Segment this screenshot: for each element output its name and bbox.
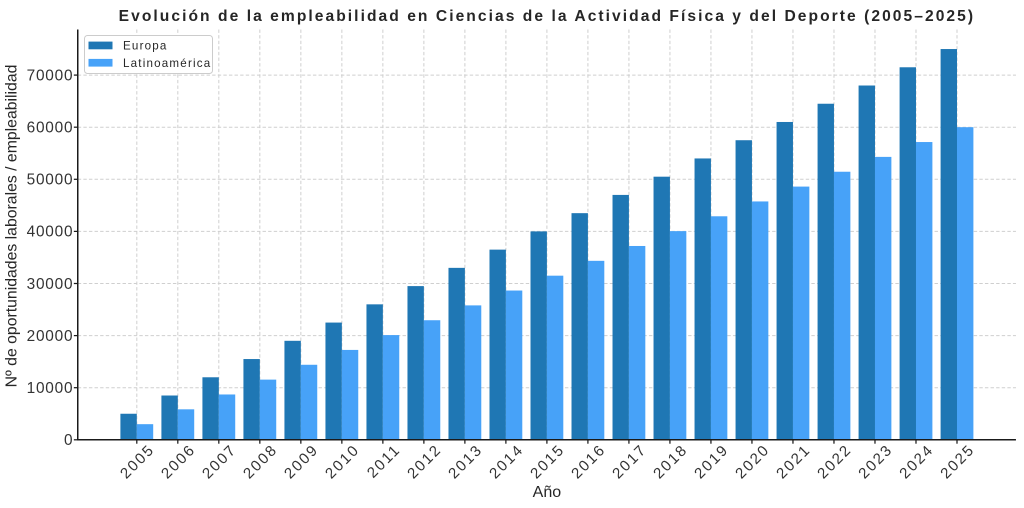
svg-text:50000: 50000 — [27, 172, 74, 189]
svg-text:Evolución de la empleabilidad: Evolución de la empleabilidad en Ciencia… — [119, 8, 975, 25]
svg-text:40000: 40000 — [27, 224, 74, 241]
svg-text:0: 0 — [64, 432, 73, 449]
svg-text:70000: 70000 — [27, 67, 74, 84]
svg-text:Latinoamérica: Latinoamérica — [123, 57, 211, 70]
svg-text:10000: 10000 — [27, 380, 74, 397]
svg-text:30000: 30000 — [27, 276, 74, 293]
svg-text:Año: Año — [533, 484, 562, 501]
svg-text:60000: 60000 — [27, 119, 74, 136]
svg-text:Nº de oportunidades laborales: Nº de oportunidades laborales / empleabi… — [4, 65, 21, 388]
svg-text:Europa: Europa — [123, 39, 168, 52]
svg-text:20000: 20000 — [27, 328, 74, 345]
